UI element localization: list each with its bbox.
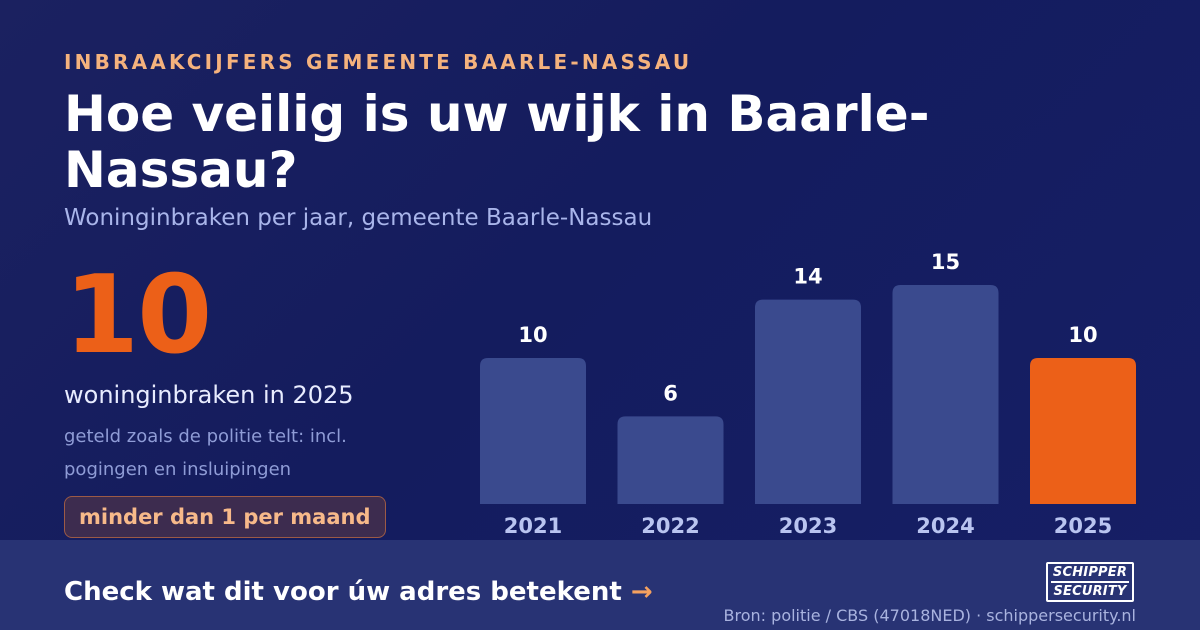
data-label-2023: 14: [793, 265, 822, 289]
bar-chart: 10 2021 6 2022 14 2023 15 2024 10 2025: [480, 250, 1136, 538]
x-tick-2021: 2021: [504, 514, 562, 538]
highlight-note: geteld zoals de politie telt: incl. pogi…: [64, 426, 347, 480]
data-label-2024: 15: [931, 250, 960, 274]
bar-2024: [892, 285, 999, 504]
footer-bar: [0, 540, 1200, 630]
logo-divider: [1051, 581, 1129, 583]
bar-2023: [755, 299, 861, 504]
x-tick-2025: 2025: [1054, 514, 1112, 538]
x-tick-2022: 2022: [641, 514, 699, 538]
data-label-2025: 10: [1068, 323, 1097, 347]
highlight-label: woninginbraken in 2025: [64, 381, 354, 409]
highlight-value: 10: [64, 253, 212, 378]
logo-line-1: SCHIPPER: [1052, 565, 1128, 580]
logo-line-2: SECURITY: [1053, 584, 1127, 599]
page-title: Hoe veilig is uw wijk in Baarle-Nassau?: [64, 85, 930, 199]
monthly-badge: minder dan 1 per maand: [64, 496, 386, 538]
chart-subtitle: Woninginbraken per jaar, gemeente Baarle…: [64, 205, 653, 231]
bar-2021: [480, 358, 586, 504]
bar-2022: [617, 416, 724, 504]
cta-label: Check wat dit voor úw adres betekent: [64, 577, 622, 607]
x-tick-2023: 2023: [779, 514, 837, 538]
check-address-link[interactable]: Check wat dit voor úw adres betekent →: [64, 577, 653, 607]
source-note: Bron: politie / CBS (47018NED) · schippe…: [723, 606, 1136, 625]
schipper-security-logo: SCHIPPER SECURITY: [1046, 562, 1134, 602]
x-tick-2024: 2024: [916, 514, 974, 538]
bar-2025: [1030, 358, 1136, 504]
eyebrow-text: INBRAAKCIJFERS GEMEENTE BAARLE-NASSAU: [64, 50, 693, 74]
data-label-2021: 10: [518, 323, 547, 347]
data-label-2022: 6: [663, 381, 678, 405]
arrow-right-icon: →: [630, 577, 653, 607]
